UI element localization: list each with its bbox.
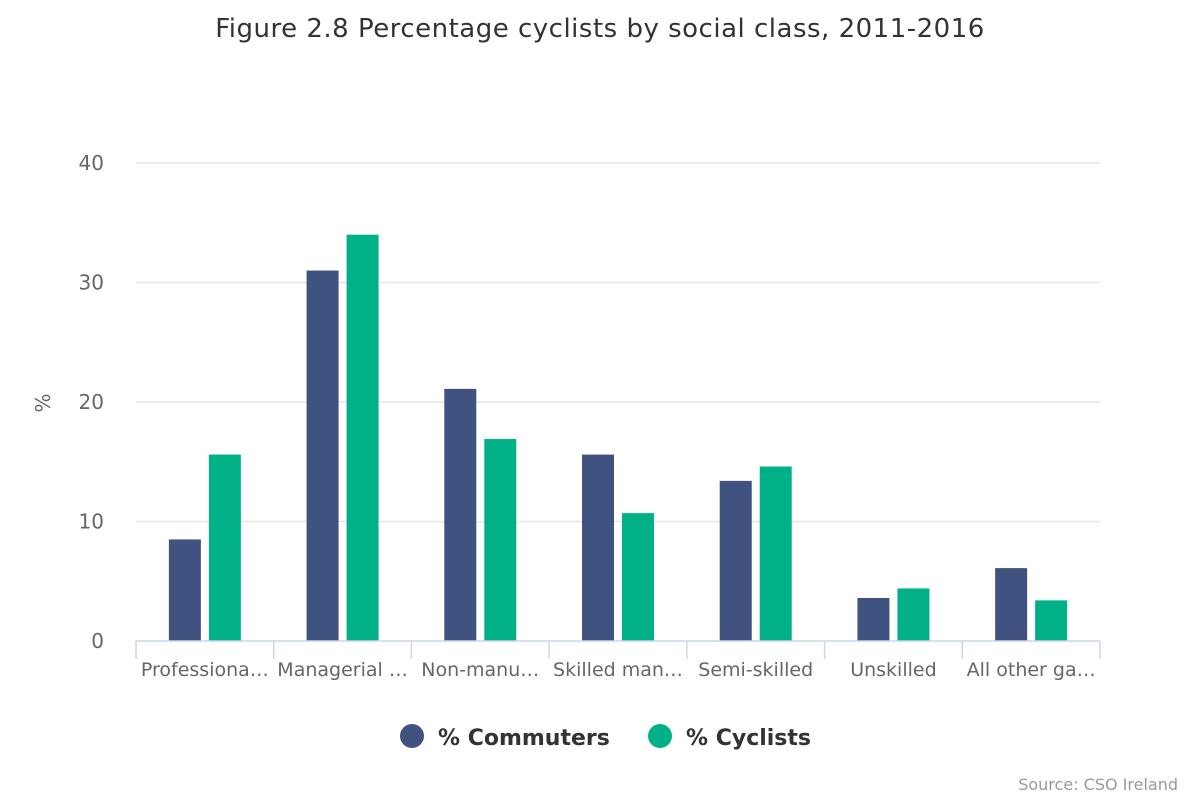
x-category-label: Managerial … — [277, 659, 408, 681]
bar-cyclists[interactable] — [484, 439, 517, 641]
y-tick-label: 10 — [79, 510, 104, 534]
bar-commuters[interactable] — [995, 568, 1028, 641]
bar-cyclists[interactable] — [759, 466, 792, 641]
x-category-label: Professiona… — [141, 659, 269, 681]
y-tick-label: 30 — [79, 271, 104, 295]
legend-item[interactable]: % Commuters — [400, 724, 610, 751]
bar-cyclists[interactable] — [346, 234, 379, 641]
bar-commuters[interactable] — [857, 597, 890, 641]
x-category-label: Non-manu… — [421, 659, 539, 681]
legend-item[interactable]: % Cyclists — [648, 724, 811, 751]
x-category-label: Semi-skilled — [698, 659, 813, 681]
chart-title: Figure 2.8 Percentage cyclists by social… — [215, 14, 985, 44]
y-tick-label: 0 — [91, 629, 104, 653]
bar-cyclists[interactable] — [897, 588, 930, 641]
bar-cyclists[interactable] — [1035, 600, 1068, 641]
bar-commuters[interactable] — [444, 388, 477, 641]
x-category-label: All other ga… — [967, 659, 1096, 681]
gridlines — [136, 162, 1100, 523]
bar-commuters[interactable] — [168, 539, 201, 641]
bar-commuters[interactable] — [582, 454, 614, 641]
legend: % Commuters % Cyclists — [400, 724, 811, 751]
bar-commuters[interactable] — [719, 480, 752, 641]
x-axis — [135, 640, 1101, 659]
y-axis-title: % — [31, 393, 55, 412]
bar-cyclists[interactable] — [208, 454, 241, 641]
y-tick-label: 20 — [79, 390, 104, 414]
y-tick-label: 40 — [79, 151, 104, 175]
legend-marker — [648, 724, 672, 748]
bars — [168, 234, 1068, 641]
legend-label: % Commuters — [438, 726, 610, 751]
x-axis-categories: Professiona… Managerial … Non-manu… Skilled… — [141, 659, 1096, 681]
x-category-label: Skilled man… — [553, 659, 683, 681]
bar-commuters[interactable] — [306, 270, 339, 641]
legend-label: % Cyclists — [686, 726, 811, 751]
y-axis-ticks: 0 10 20 30 40 — [79, 151, 104, 653]
bar-cyclists[interactable] — [622, 513, 654, 641]
x-category-label: Unskilled — [850, 659, 936, 681]
source-credit[interactable]: Source: CSO Ireland — [1018, 775, 1178, 794]
legend-marker — [400, 724, 424, 748]
